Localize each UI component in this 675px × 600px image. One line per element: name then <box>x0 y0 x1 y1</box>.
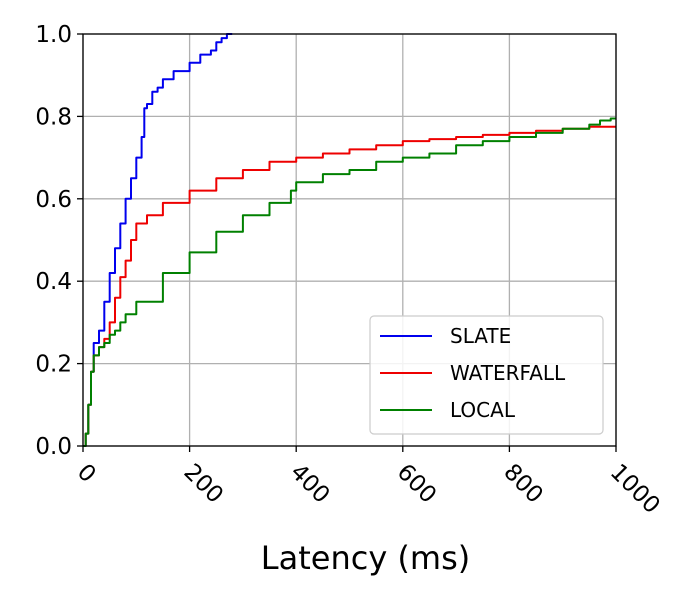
legend-label-waterfall: WATERFALL <box>450 361 566 385</box>
ticks: 0 200 400 600 800 1000 0.0 0.2 0.4 0.6 0.8 1.0 <box>35 22 664 519</box>
y-tick-label: 0.4 <box>35 269 72 295</box>
x-tick-label: 800 <box>498 459 547 508</box>
y-tick-label: 0.6 <box>35 187 72 213</box>
x-tick-label: 0 <box>72 459 101 488</box>
series-line-local <box>83 117 616 447</box>
series-line-slate <box>83 33 233 447</box>
y-tick-label: 0.2 <box>35 352 72 378</box>
y-tick-label: 1.0 <box>35 22 72 48</box>
legend-label-slate: SLATE <box>450 324 511 348</box>
legend-box <box>369 315 604 435</box>
x-tick-label: 200 <box>179 459 228 508</box>
legend-label-local: LOCAL <box>450 398 516 422</box>
x-tick-label: 600 <box>392 459 441 508</box>
x-tick-label: 1000 <box>605 459 665 519</box>
legend: SLATE WATERFALL LOCAL <box>369 315 604 435</box>
plot-frame <box>82 33 617 447</box>
series-group <box>83 33 616 447</box>
x-tick-label: 400 <box>285 459 334 508</box>
y-tick-label: 0.8 <box>35 104 72 130</box>
y-tick-label: 0.0 <box>35 434 72 460</box>
x-axis-label: Latency (ms) <box>261 539 470 577</box>
